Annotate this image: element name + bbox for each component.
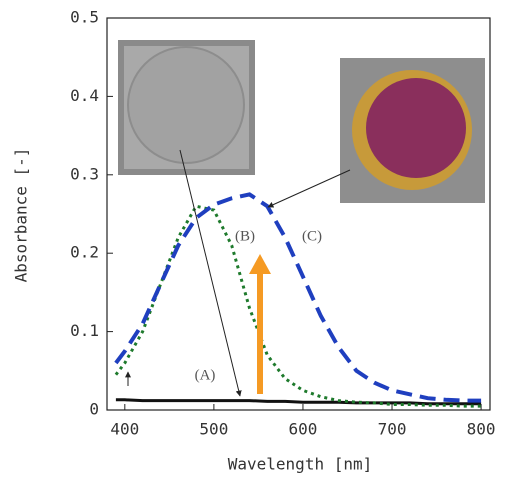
x-tick-label: 600 xyxy=(289,420,318,439)
annotation: (C) xyxy=(302,228,322,244)
arrow-photo-c xyxy=(267,169,351,208)
photo-film-disc xyxy=(127,46,245,164)
annotation: (B) xyxy=(235,228,255,244)
y-tick-label: 0.1 xyxy=(70,321,99,340)
y-axis-title: Absorbance [-] xyxy=(12,148,31,283)
photo-film-center xyxy=(366,78,466,178)
y-tick-label: 0.2 xyxy=(70,243,99,262)
x-tick-label: 400 xyxy=(110,420,139,439)
series-line xyxy=(114,192,482,403)
series-line xyxy=(114,204,482,408)
y-tick-label: 0.5 xyxy=(70,8,99,27)
x-tick-label: 500 xyxy=(199,420,228,439)
y-tick-label: 0.4 xyxy=(70,86,99,105)
y-tick-label: 0 xyxy=(89,400,99,419)
x-axis-title: Wavelength [nm] xyxy=(228,455,373,474)
y-tick-label: 0.3 xyxy=(70,164,99,183)
annotation: (A) xyxy=(195,367,216,383)
series-line xyxy=(115,398,482,406)
arrow-photo-a xyxy=(179,149,242,397)
x-tick-label: 800 xyxy=(467,420,496,439)
arrow-increase-head xyxy=(249,254,271,274)
plot-frame xyxy=(106,17,491,411)
x-tick-label: 700 xyxy=(378,420,407,439)
